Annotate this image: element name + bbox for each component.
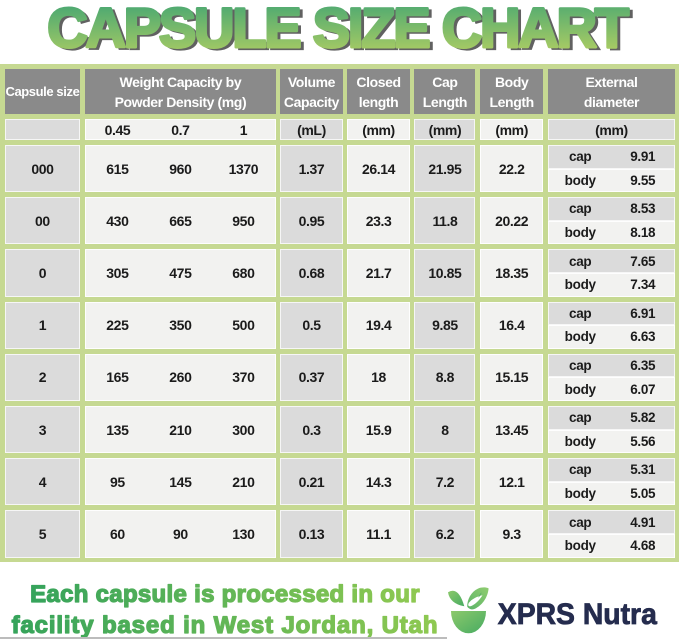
svg-text:Each capsule is processed in o: Each capsule is processed in our xyxy=(30,581,420,608)
svg-text:facility based in West Jordan,: facility based in West Jordan, Utah xyxy=(12,612,439,639)
svg-text:CAPSULE SIZE CHART: CAPSULE SIZE CHART xyxy=(50,0,632,60)
svg-text:CAPSULE SIZE CHART: CAPSULE SIZE CHART xyxy=(47,0,629,59)
svg-text:XPRS Nutra: XPRS Nutra xyxy=(498,598,658,631)
